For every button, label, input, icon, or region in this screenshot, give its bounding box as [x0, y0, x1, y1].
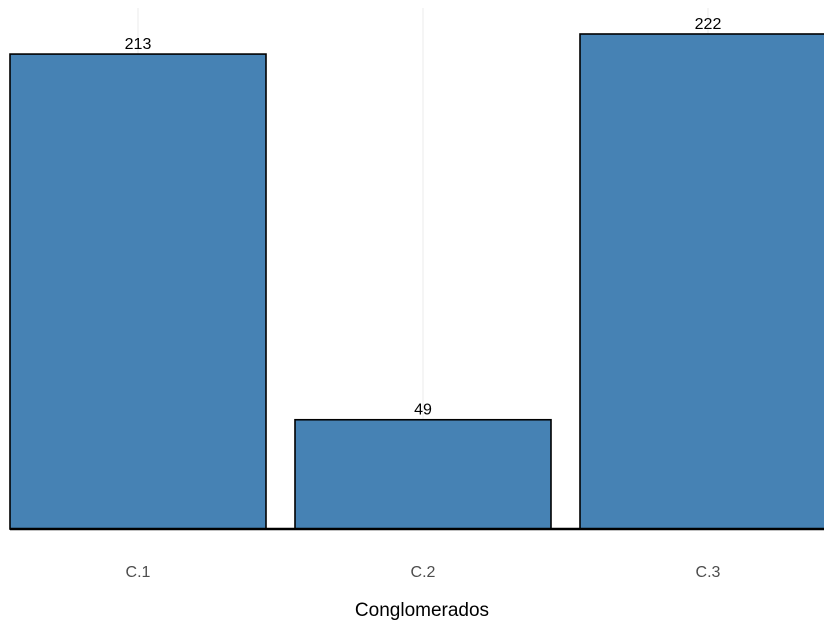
data-label: 222 — [695, 16, 722, 33]
bar-c-1 — [9, 53, 267, 530]
bars — [9, 33, 824, 530]
data-label: 213 — [125, 36, 152, 53]
x-tick-label: C.1 — [126, 564, 151, 581]
data-labels: 213 49 222 — [125, 16, 722, 419]
bar-c-2 — [294, 418, 552, 530]
bar-c-3 — [579, 33, 824, 530]
x-axis-ticks: C.1 C.2 C.3 — [126, 564, 721, 581]
data-label: 49 — [414, 402, 432, 419]
x-tick-label: C.2 — [411, 564, 436, 581]
x-axis-title: Conglomerados — [355, 600, 489, 621]
x-tick-label: C.3 — [696, 564, 721, 581]
